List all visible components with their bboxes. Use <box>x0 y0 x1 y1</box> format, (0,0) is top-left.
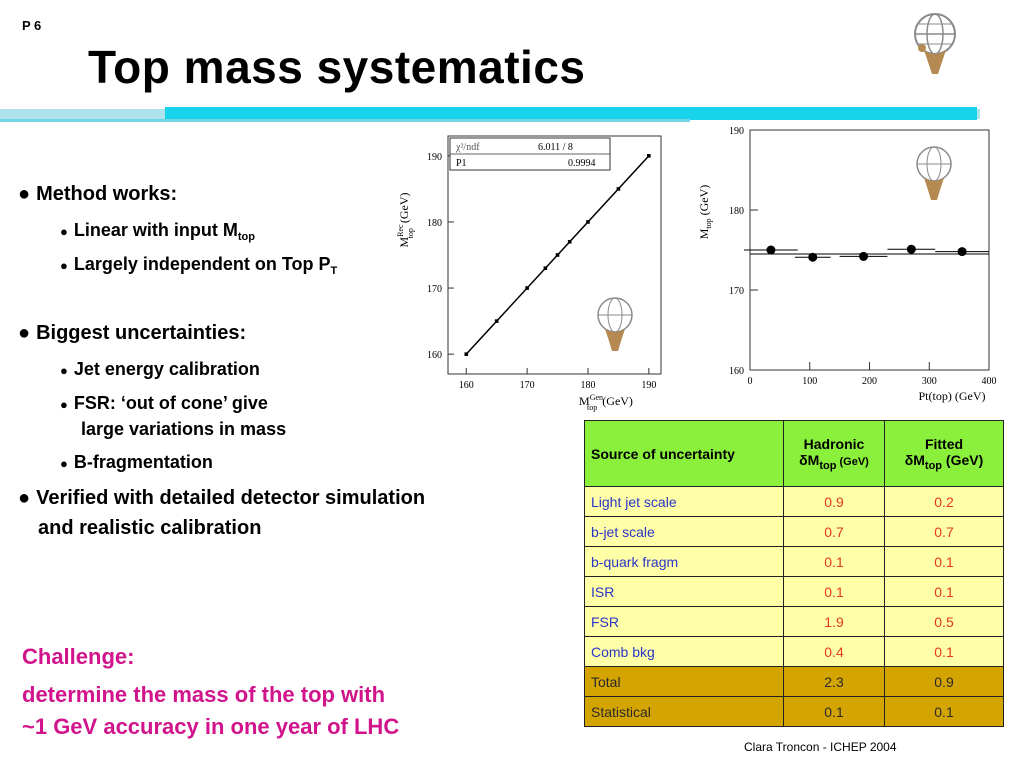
header-bar-underline <box>0 119 690 122</box>
page-number: P 6 <box>22 18 42 33</box>
chart1-p1-value: 0.9994 <box>568 158 596 169</box>
chart2-point <box>859 251 869 261</box>
bullet-verified: ● Verified with detailed detector simulat… <box>18 487 426 509</box>
chart1-point <box>543 266 548 271</box>
bullet-fsr: ● FSR: ‘out of cone’ give <box>60 393 268 413</box>
chart2-point <box>906 244 916 254</box>
challenge-line-1: determine the mass of the top with <box>22 682 386 707</box>
table-row: Light jet scale 0.9 0.2 <box>584 486 1004 517</box>
challenge-line-2: ~1 GeV accuracy in one year of LHC <box>22 714 400 739</box>
chart1-xlabel: MGen top (GeV) <box>579 393 633 412</box>
header-bar-accent <box>165 107 977 120</box>
chart1-point <box>525 286 529 290</box>
pt-dependence-chart: 160 170 180 190 0 100 200 300 400 Mtop (GeV) Pt… <box>697 126 997 403</box>
uncertainty-table: Source of uncertainty Hadronic δMtop (Ge… <box>584 420 1004 727</box>
chart1-p1-label: P1 <box>456 158 467 169</box>
chart1-ytick-label: 180 <box>427 218 442 229</box>
atlas-figure-icon <box>597 297 633 351</box>
chart1-point <box>616 187 621 191</box>
table-row: b-quark fragm 0.1 0.1 <box>584 546 1004 577</box>
chart1-xtick-label: 190 <box>641 380 656 391</box>
chart1-chi2-value: 6.011 / 8 <box>538 142 573 153</box>
chart2-ytick-label: 180 <box>729 206 744 217</box>
bullet-fsr-cont: large variations in mass <box>81 419 287 439</box>
atlas-logo-icon <box>914 13 956 74</box>
table-row: FSR 1.9 0.5 <box>584 606 1004 637</box>
chart1-frame <box>447 135 662 375</box>
chart2-ytick-label: 160 <box>729 366 744 377</box>
header-fitted: Fitted δMtop (GeV) <box>884 420 1004 487</box>
bullet-bfrag: ● B-fragmentation <box>60 452 213 472</box>
chart2-ylabel: Mtop (GeV) <box>697 185 713 240</box>
chart1-point <box>464 352 469 356</box>
chart2-xtick-label: 300 <box>922 376 937 387</box>
chart2-xtick-label: 400 <box>982 376 997 387</box>
table-row: ISR 0.1 0.1 <box>584 576 1004 607</box>
page-title: Top mass systematics <box>88 41 586 93</box>
bullet-biggest: ● Biggest uncertainties: <box>18 322 247 344</box>
atlas-figure-icon <box>916 146 952 200</box>
bullet-independent: ● Largely independent on Top PT <box>60 254 338 277</box>
header-hadronic: Hadronic δMtop (GeV) <box>783 420 885 487</box>
header-source: Source of uncertainty <box>584 420 784 487</box>
table-row: b-jet scale 0.7 0.7 <box>584 516 1004 547</box>
chart1-xtick-label: 180 <box>580 380 595 391</box>
chart1-point <box>586 220 590 224</box>
chart1-xtick-label: 160 <box>459 380 474 391</box>
chart2-xtick-label: 0 <box>748 376 753 387</box>
chart2-point <box>957 247 967 257</box>
chart1-point <box>555 253 560 257</box>
table-summary-row: Total 2.3 0.9 <box>584 666 1004 697</box>
chart2-xlabel: Pt(top) (GeV) <box>919 389 986 403</box>
chart1-point <box>494 319 499 323</box>
chart2-point <box>808 252 818 262</box>
chart1-ytick-label: 190 <box>427 152 442 163</box>
table-row: Comb bkg 0.4 0.1 <box>584 636 1004 667</box>
bullet-verified-cont: and realistic calibration <box>38 517 262 539</box>
bullet-linear: ● Linear with input Mtop <box>60 220 255 243</box>
table-header-row: Source of uncertainty Hadronic δMtop (Ge… <box>584 420 1004 487</box>
table-summary-row: Statistical 0.1 0.1 <box>584 696 1004 727</box>
chart2-ytick-label: 190 <box>729 126 744 137</box>
chart2-point <box>766 245 776 255</box>
chart1-ytick-label: 160 <box>427 350 442 361</box>
chart1-xtick-label: 170 <box>520 380 535 391</box>
chart2-xtick-label: 200 <box>862 376 877 387</box>
linearity-chart: 160 170 180 190 160 170 180 190 χ²/ndf 6.011 /… <box>396 135 662 412</box>
chart1-point <box>567 239 572 244</box>
chart1-ylabel: MRectop (GeV) <box>396 193 415 248</box>
bullet-method: ● Method works: <box>18 183 178 205</box>
challenge-heading: Challenge: <box>22 644 135 669</box>
chart1-point <box>647 154 651 158</box>
chart1-chi2-label: χ²/ndf <box>455 142 480 153</box>
chart2-ytick-label: 170 <box>729 286 744 297</box>
footer-credit: Clara Troncon - ICHEP 2004 <box>744 740 897 754</box>
chart1-ytick-label: 170 <box>427 284 442 295</box>
bullet-jet: ● Jet energy calibration <box>60 359 260 379</box>
chart2-xtick-label: 100 <box>802 376 817 387</box>
